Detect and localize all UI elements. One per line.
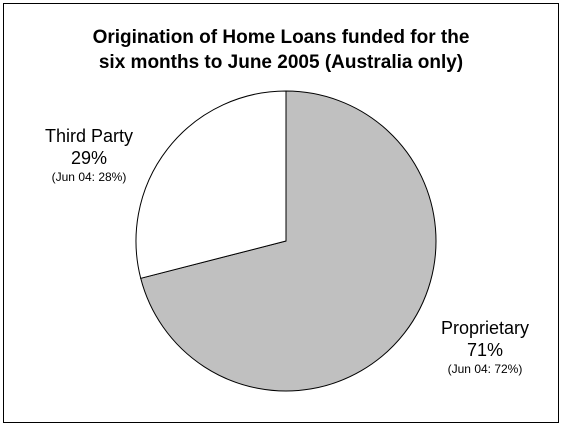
slice-label-third-party: Third Party 29% (Jun 04: 28%) <box>18 125 160 186</box>
slice-name-third-party: Third Party <box>44 126 134 146</box>
slice-prior-proprietary: (Jun 04: 72%) <box>447 362 523 376</box>
pie-slice-third-party <box>135 90 287 279</box>
pie-slice-proprietary <box>140 90 437 392</box>
pie-chart <box>135 90 437 392</box>
slice-label-proprietary: Proprietary 71% (Jun 04: 72%) <box>415 317 555 378</box>
chart-title-line-1: Origination of Home Loans funded for the <box>92 27 470 48</box>
slice-value-third-party: 29% <box>70 148 108 168</box>
slice-prior-third-party: (Jun 04: 28%) <box>51 170 127 184</box>
slice-value-proprietary: 71% <box>466 340 504 360</box>
slice-name-proprietary: Proprietary <box>440 318 530 338</box>
chart-title: Origination of Home Loans funded for the… <box>3 25 559 75</box>
chart-title-line-2: six months to June 2005 (Australia only) <box>98 52 464 73</box>
